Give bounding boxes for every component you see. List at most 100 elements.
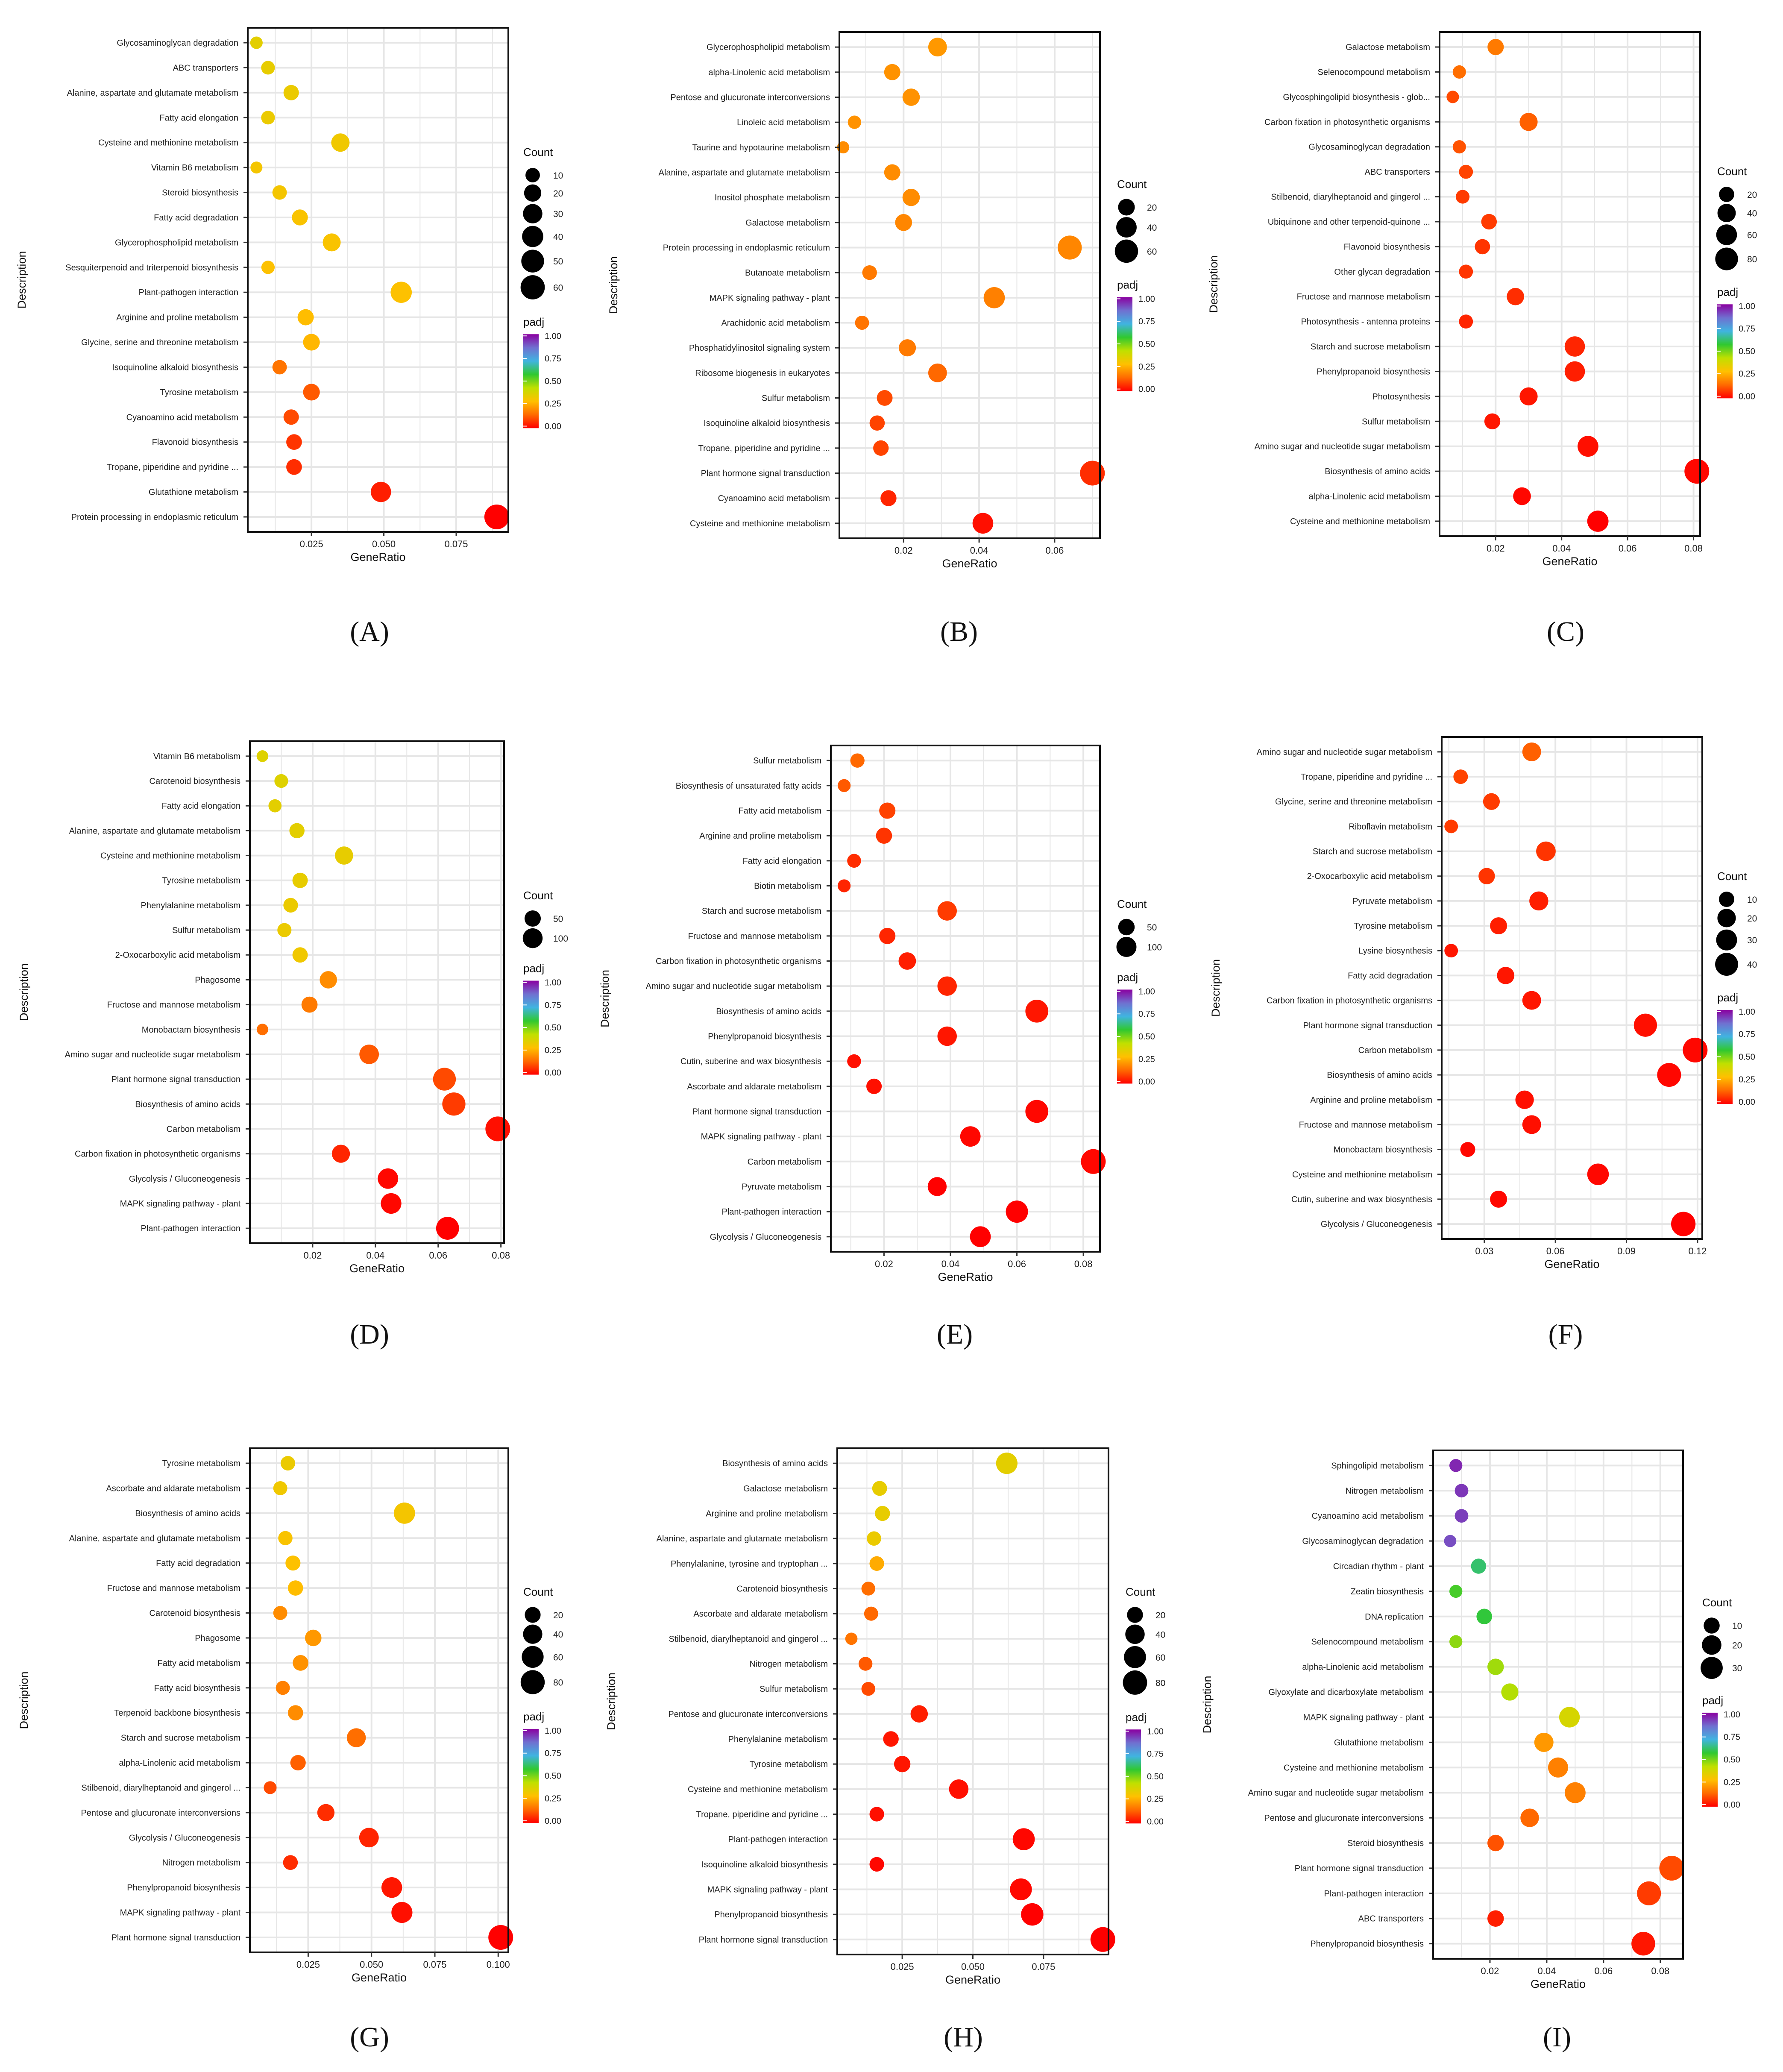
y-tick-label: Phagosome [195, 1634, 240, 1643]
padj-tick-label: 1.00 [1138, 987, 1155, 996]
y-tick-label: Tropane, piperidine and pyridine ... [1301, 772, 1432, 782]
data-point [894, 1755, 911, 1773]
data-point [1081, 1149, 1106, 1174]
x-axis-title: GeneRatio [1544, 1258, 1599, 1271]
y-tick-label: Ascorbate and aldarate metabolism [106, 1484, 240, 1493]
padj-tick-label: 0.75 [1138, 317, 1155, 326]
data-point [331, 1145, 350, 1163]
panel-caption: (E) [937, 1319, 973, 1350]
panel-caption: (G) [350, 2022, 389, 2053]
y-tick-label: Biosynthesis of amino acids [716, 1007, 821, 1016]
data-point [346, 1728, 366, 1747]
padj-tick-label: 0.50 [1739, 347, 1755, 356]
legend-count-key [1116, 217, 1137, 238]
x-tick-label: 0.050 [372, 539, 396, 549]
data-point [283, 409, 299, 425]
x-tick-label: 0.08 [1074, 1259, 1093, 1269]
y-tick-label: Pentose and glucuronate interconversions [668, 1710, 828, 1719]
y-tick-label: Fatty acid elongation [161, 801, 240, 811]
data-point [1446, 91, 1459, 103]
data-point [837, 879, 851, 892]
legend-count-title: Count [1717, 165, 1747, 178]
y-tick-label: Phenylpropanoid biosynthesis [1317, 367, 1430, 376]
y-tick-label: Inositol phosphate metabolism [715, 193, 830, 203]
legend-count-label: 20 [1747, 914, 1757, 924]
panel-h: Biosynthesis of amino acids Galactose met… [605, 1447, 1165, 2053]
legend-count-label: 40 [553, 232, 563, 242]
data-point [442, 1092, 466, 1116]
data-point [1090, 1927, 1115, 1952]
data-point [850, 753, 865, 768]
data-point [484, 504, 509, 529]
x-axis-title: GeneRatio [1531, 1978, 1586, 1990]
data-point [1025, 999, 1049, 1023]
legend-count-key [523, 204, 543, 223]
data-point [875, 1506, 890, 1521]
data-point [272, 185, 287, 200]
y-tick-label: Sulfur metabolism [1362, 417, 1430, 426]
y-tick-label: Biosynthesis of amino acids [722, 1459, 828, 1468]
padj-tick-label: 0.25 [1739, 370, 1755, 379]
legend-count-label: 30 [553, 209, 563, 219]
x-tick-label: 0.06 [1619, 543, 1637, 554]
data-point [433, 1068, 456, 1091]
legend-padj-title: padj [523, 962, 544, 975]
x-tick-label: 0.06 [429, 1250, 447, 1261]
data-point [1534, 1732, 1554, 1752]
y-tick-label: Fatty acid degradation [156, 1559, 240, 1568]
y-tick-label: Other glycan degradation [1334, 267, 1430, 277]
data-point [261, 61, 275, 75]
panel-caption: (F) [1548, 1319, 1583, 1350]
legend-count-label: 20 [1747, 190, 1757, 200]
y-tick-label: alpha-Linolenic acid metabolism [1302, 1663, 1424, 1672]
y-tick-label: Plant hormone signal transduction [701, 469, 830, 478]
legend-padj-title: padj [523, 315, 544, 328]
y-tick-label: Selenocompound metabolism [1318, 68, 1431, 77]
data-point [1637, 1881, 1661, 1905]
legend-count-label: 80 [553, 1678, 563, 1688]
y-tick-label: Carbon fixation in photosynthetic organi… [1264, 117, 1430, 127]
y-tick-label: Sphingolipid metabolism [1331, 1461, 1424, 1470]
y-tick-label: Plant hormone signal transduction [1295, 1864, 1424, 1873]
y-tick-label: Phenylalanine, tyrosine and tryptophan .… [671, 1559, 828, 1569]
legend-count-key [1114, 239, 1138, 263]
data-point [937, 976, 957, 996]
y-tick-label: Cysteine and methionine metabolism [100, 851, 240, 861]
data-point [274, 774, 288, 788]
x-tick-label: 0.03 [1475, 1246, 1493, 1256]
data-point [1578, 436, 1598, 457]
plot-border [247, 27, 509, 533]
y-tick-label: Starch and sucrose metabolism [1311, 342, 1430, 352]
legend-count-title: Count [1117, 898, 1147, 910]
data-point [317, 1804, 335, 1822]
y-tick-label: Phenylpropanoid biosynthesis [127, 1883, 240, 1893]
padj-tick-label: 1.00 [1739, 302, 1755, 311]
plot-border [249, 1447, 509, 1953]
data-point [983, 287, 1005, 308]
data-point [1459, 314, 1473, 329]
padj-tick-label: 0.50 [545, 377, 561, 386]
padj-tick-label: 0.00 [1724, 1800, 1740, 1810]
data-point [320, 971, 337, 989]
legend-count-key [1716, 929, 1737, 951]
data-point [937, 901, 957, 921]
padj-tick-label: 0.75 [545, 354, 561, 364]
data-point [1564, 336, 1585, 357]
plot-border [830, 745, 1101, 1253]
data-point [1455, 190, 1470, 204]
y-tick-label: Plant-pathogen interaction [728, 1835, 828, 1844]
data-point [1006, 1200, 1028, 1223]
y-tick-label: Carbon metabolism [1358, 1046, 1432, 1055]
legend-count-key [1715, 247, 1738, 270]
y-tick-label: Cysteine and methionine metabolism [98, 138, 238, 148]
y-tick-label: Isoquinoline alkaloid biosynthesis [704, 419, 830, 428]
y-tick-label: Plant hormone signal transduction [1303, 1021, 1432, 1030]
legend-count-key [520, 275, 545, 299]
data-point [292, 209, 308, 226]
x-tick-label: 0.02 [303, 1250, 322, 1261]
data-point [960, 1126, 981, 1147]
y-axis-title: Description [15, 251, 28, 308]
y-tick-label: Cyanoamino acid metabolism [126, 413, 238, 422]
legend-count-key [1123, 1670, 1147, 1695]
legend-count-key [1125, 1624, 1145, 1644]
